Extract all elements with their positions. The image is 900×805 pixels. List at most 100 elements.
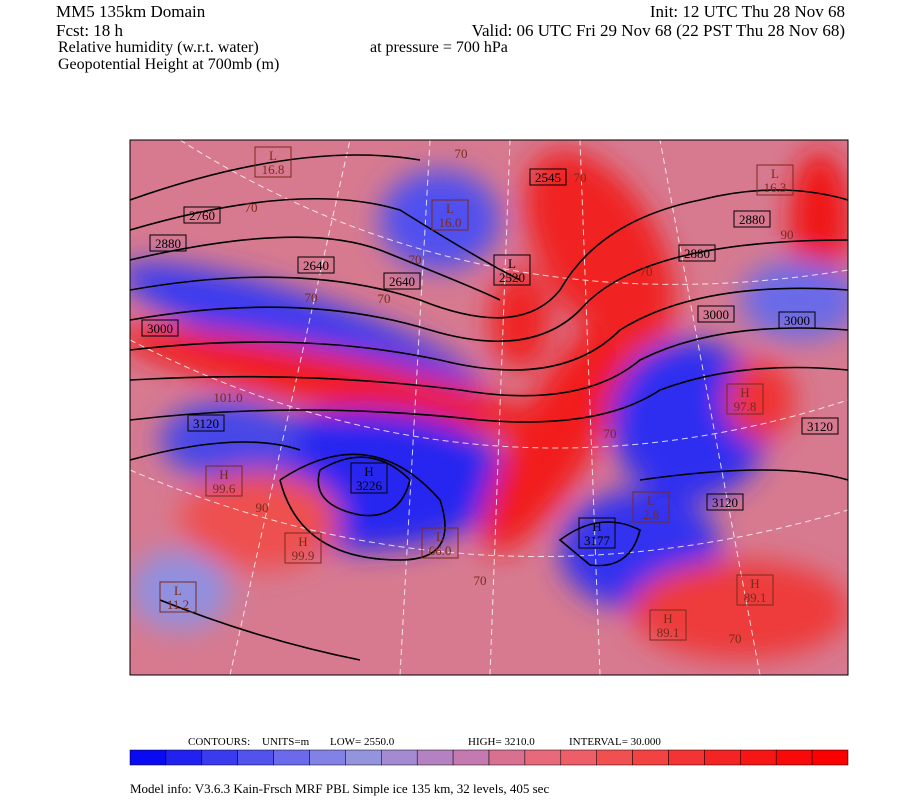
rh-label: 70	[640, 264, 653, 279]
center-value: 2520	[499, 270, 525, 285]
pressure-level: at pressure = 700 hPa	[370, 39, 508, 56]
label-box	[529, 168, 567, 186]
label-box	[254, 146, 292, 178]
center-letter: H	[750, 576, 759, 591]
center-letter: L	[436, 529, 444, 544]
contour-label: 3000	[703, 307, 729, 322]
colorbar-swatch	[740, 749, 777, 766]
colorbar-swatch	[668, 749, 705, 766]
label-box	[350, 462, 388, 494]
center-letter: L	[771, 166, 779, 181]
contour-label: 2880	[684, 246, 710, 261]
center-letter: H	[663, 611, 672, 626]
rh-label: 70	[574, 170, 587, 185]
label-box	[756, 164, 794, 196]
footer: Model info: V3.6.3 Kain-Frsch MRF PBL Si…	[130, 781, 549, 796]
colorbar	[129, 749, 849, 766]
label-box	[632, 491, 670, 523]
colorbar-swatch	[416, 749, 454, 766]
center-value: 16.3	[764, 180, 787, 195]
contour-label: 2640	[389, 274, 415, 289]
init-time: Init: 12 UTC Thu 28 Nov 68	[650, 2, 845, 21]
valid-time: Valid: 06 UTC Fri 29 Nov 68 (22 PST Thu …	[472, 21, 845, 40]
label-box	[187, 414, 225, 432]
colorbar-swatch	[165, 749, 203, 766]
label-box	[733, 210, 771, 228]
center-letter: L	[446, 201, 454, 216]
colorbar-swatch	[704, 749, 741, 766]
contour-label: 3120	[712, 495, 738, 510]
legend-text: HIGH= 3210.0	[468, 736, 535, 748]
label-box	[801, 417, 839, 435]
colorbar-swatch	[488, 749, 526, 766]
colorbar-swatch	[345, 749, 382, 766]
rh-label: 70	[409, 252, 422, 267]
colorbar-swatch	[201, 749, 238, 766]
center-letter: L	[174, 583, 182, 598]
center-letter: H	[740, 385, 749, 400]
label-box	[431, 199, 469, 231]
contour-label: 2880	[739, 212, 765, 227]
label-box	[697, 305, 735, 323]
rh-label: 70	[455, 146, 468, 161]
rh-label: 70	[305, 290, 318, 305]
center-value: 16.8	[262, 162, 285, 177]
colorbar-swatch	[381, 749, 418, 766]
legend-text: CONTOURS:	[188, 736, 250, 748]
field-name: Geopotential Height at 700mb (m)	[58, 56, 279, 73]
field-name: Relative humidity (w.r.t. water)	[58, 39, 259, 56]
center-value: 3177	[584, 533, 611, 548]
legend-text: UNITS=m	[262, 736, 310, 748]
contour-label: 3000	[784, 313, 810, 328]
center-value: 99.6	[213, 481, 236, 496]
rh-label: 90	[781, 227, 794, 242]
contour-label: 2760	[189, 208, 215, 223]
colorbar-swatch	[237, 749, 274, 766]
label-box	[706, 493, 744, 511]
label-box	[149, 234, 187, 252]
rh-label: 90	[256, 500, 269, 515]
label-box	[421, 527, 459, 559]
label-box	[578, 517, 616, 549]
center-value: 89.1	[657, 625, 680, 640]
center-letter: H	[298, 534, 307, 549]
center-value: 3226	[356, 478, 383, 493]
label-box	[778, 311, 816, 329]
colorbar-swatch	[273, 749, 310, 766]
center-value: 66.0	[429, 543, 452, 558]
contour-label: 2545	[535, 170, 561, 185]
colorbar-swatch	[632, 749, 669, 766]
rh-label: 70	[474, 573, 487, 588]
rh-label: 70	[604, 426, 617, 441]
center-value: 16.0	[439, 215, 462, 230]
contour-label: 3120	[807, 419, 833, 434]
legend-text: LOW= 2550.0	[330, 736, 395, 748]
contour-label: 2880	[155, 236, 181, 251]
colorbar-swatch	[775, 749, 813, 766]
center-letter: H	[364, 464, 373, 479]
colorbar-swatch	[560, 749, 597, 766]
center-letter: H	[219, 467, 228, 482]
rh-label: 101.0	[213, 390, 242, 405]
label-box	[649, 609, 687, 641]
center-letter: L	[269, 148, 277, 163]
forecast-hour: Fcst: 18 h	[56, 21, 124, 40]
label-box	[678, 244, 716, 262]
label-box	[141, 319, 179, 337]
label-box	[297, 256, 335, 274]
center-value: 89.1	[744, 590, 767, 605]
colorbar-swatch	[811, 749, 849, 766]
colorbar-swatch	[596, 749, 633, 766]
label-box	[736, 574, 774, 606]
center-value: 11.2	[167, 597, 189, 612]
label-box	[493, 254, 531, 286]
contour-label: 3000	[147, 321, 173, 336]
colorbar-swatch	[524, 749, 562, 766]
label-box	[159, 581, 197, 613]
colorbar-swatch	[452, 749, 490, 766]
map-frame	[129, 139, 849, 676]
rh-label: 70	[245, 200, 258, 215]
rh-label: 70	[729, 631, 742, 646]
model-title: MM5 135km Domain	[56, 2, 206, 21]
